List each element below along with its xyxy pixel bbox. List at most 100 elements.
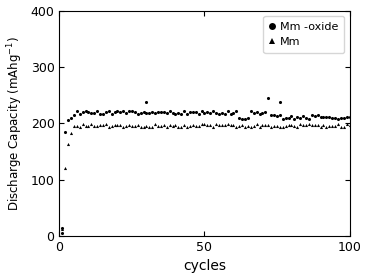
Point	[77, 125, 83, 129]
Point	[320, 122, 326, 127]
Point	[149, 110, 155, 114]
Point	[190, 110, 196, 115]
Point	[346, 115, 352, 119]
Point	[230, 111, 236, 115]
Point	[306, 122, 312, 127]
Point	[143, 110, 149, 115]
Point	[326, 114, 332, 119]
Point	[164, 110, 170, 115]
Point	[74, 124, 80, 128]
Point	[219, 111, 225, 115]
Point	[80, 122, 86, 126]
Point	[262, 123, 268, 128]
Point	[265, 96, 271, 100]
Point	[335, 117, 341, 121]
Point	[155, 110, 161, 114]
Point	[312, 122, 317, 127]
Point	[306, 117, 312, 121]
Point	[193, 124, 199, 129]
Point	[291, 124, 297, 128]
Point	[170, 123, 175, 128]
Point	[65, 118, 71, 123]
Point	[274, 124, 280, 128]
Point	[303, 122, 309, 127]
Point	[277, 125, 283, 129]
Point	[309, 113, 315, 118]
Point	[71, 113, 77, 117]
Point	[216, 112, 222, 116]
Point	[271, 124, 277, 128]
Point	[236, 116, 242, 120]
Point	[312, 114, 317, 118]
Point	[259, 122, 265, 127]
Point	[259, 110, 265, 115]
Point	[254, 122, 259, 127]
Point	[257, 125, 262, 129]
Point	[207, 123, 213, 128]
Point	[80, 110, 86, 114]
Point	[207, 111, 213, 116]
Point	[152, 122, 158, 126]
Point	[97, 123, 103, 128]
Point	[68, 116, 74, 120]
Point	[91, 111, 97, 116]
Point	[303, 116, 309, 120]
Point	[135, 123, 141, 127]
Point	[181, 109, 187, 114]
Point	[286, 122, 291, 127]
Point	[315, 113, 320, 118]
Point	[86, 110, 91, 115]
Point	[117, 123, 123, 128]
Point	[332, 123, 338, 128]
Point	[184, 125, 190, 129]
Point	[106, 108, 112, 113]
Point	[112, 110, 117, 114]
Point	[167, 122, 172, 127]
Point	[329, 123, 335, 128]
Point	[268, 124, 274, 129]
Point	[222, 123, 228, 128]
Point	[94, 109, 100, 114]
Point	[225, 109, 230, 114]
Point	[274, 114, 280, 119]
Point	[68, 131, 74, 136]
Point	[317, 125, 323, 129]
Point	[219, 122, 225, 127]
Point	[233, 124, 239, 129]
Point	[280, 117, 286, 121]
Point	[178, 124, 184, 129]
Point	[288, 114, 294, 118]
Point	[129, 109, 135, 114]
Point	[344, 115, 349, 119]
Point	[71, 123, 77, 128]
Point	[132, 110, 138, 114]
Point	[187, 110, 193, 114]
Legend: Mm -oxide, Mm: Mm -oxide, Mm	[264, 16, 344, 53]
Point	[216, 123, 222, 128]
Point	[199, 122, 204, 126]
Point	[103, 122, 109, 127]
Point	[167, 109, 172, 114]
Point	[242, 125, 248, 129]
Point	[236, 124, 242, 128]
Point	[100, 123, 106, 128]
Point	[100, 112, 106, 116]
Point	[178, 112, 184, 116]
Point	[228, 112, 233, 116]
X-axis label: cycles: cycles	[183, 259, 226, 273]
Point	[239, 117, 245, 121]
Point	[123, 124, 129, 128]
Point	[59, 227, 65, 232]
Point	[115, 122, 120, 127]
Point	[213, 111, 219, 116]
Point	[277, 113, 283, 117]
Point	[172, 123, 178, 128]
Point	[120, 125, 126, 129]
Point	[341, 116, 347, 121]
Point	[251, 111, 257, 116]
Point	[83, 124, 88, 128]
Point	[161, 122, 167, 127]
Point	[83, 109, 88, 114]
Point	[300, 114, 306, 119]
Point	[335, 122, 341, 127]
